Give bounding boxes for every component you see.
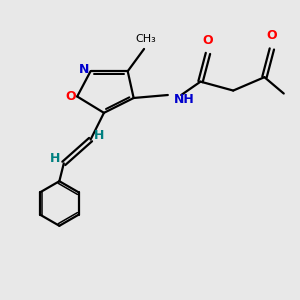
Text: O: O bbox=[65, 90, 76, 103]
Text: H: H bbox=[94, 129, 104, 142]
Text: NH: NH bbox=[174, 93, 195, 106]
Text: O: O bbox=[202, 34, 213, 47]
Text: O: O bbox=[266, 29, 277, 42]
Text: N: N bbox=[79, 63, 89, 76]
Text: CH₃: CH₃ bbox=[135, 34, 156, 44]
Text: H: H bbox=[50, 152, 61, 165]
